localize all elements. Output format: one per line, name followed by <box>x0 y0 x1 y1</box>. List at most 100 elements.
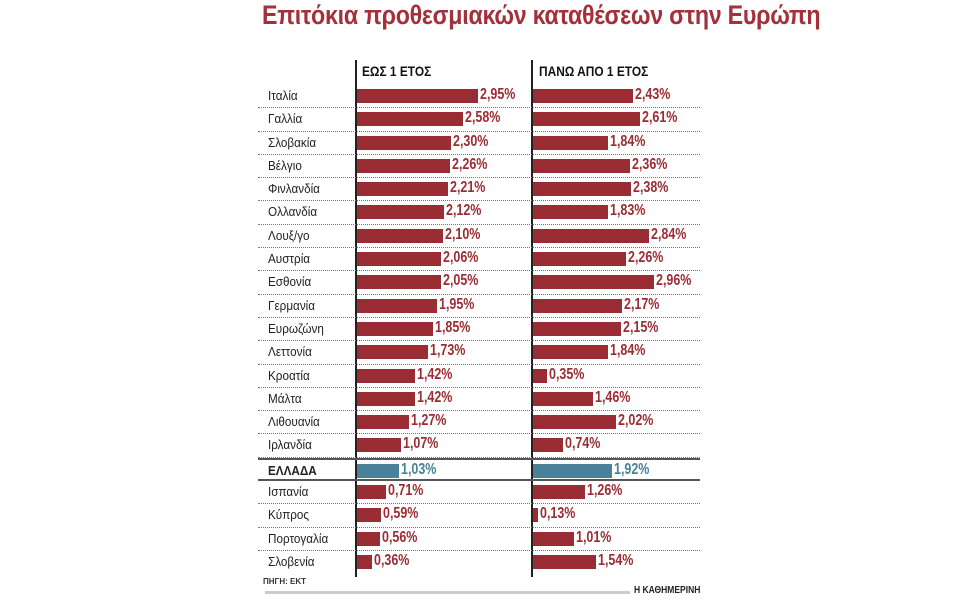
chart-row: Εσθονία 2,05% 2,96% <box>258 271 700 295</box>
data-label: 1,46% <box>594 388 631 406</box>
chart-row: Λουξ/γο 2,10% 2,84% <box>258 225 700 249</box>
category-label: Εσθονία <box>268 274 312 290</box>
chart-row: Κροατία 1,42% 0,35% <box>258 365 700 388</box>
data-label: 2,58% <box>464 109 501 127</box>
bar-series-1 <box>357 368 416 383</box>
data-label: 1,54% <box>598 551 634 569</box>
bar-series-1 <box>357 321 433 336</box>
data-label: 1,01% <box>576 528 612 546</box>
data-label: 2,10% <box>445 225 481 243</box>
bar-series-2 <box>533 438 564 453</box>
data-label: 1,85% <box>434 318 471 336</box>
category-label: Πορτογαλία <box>268 530 329 546</box>
category-label: Ευρωζώνη <box>268 320 324 336</box>
data-label: 2,12% <box>445 202 482 220</box>
data-label: 1,92% <box>613 460 650 478</box>
category-label: Ιταλία <box>268 88 298 103</box>
chart-row: Αυστρία 2,06% 2,26% <box>258 248 700 272</box>
category-label: Ιρλανδία <box>268 437 312 453</box>
chart-row: Βέλγιο 2,26% 2,36% <box>258 155 700 179</box>
bar-series-1 <box>357 391 416 406</box>
data-label: 0,35% <box>549 365 585 383</box>
bar-series-2 <box>533 508 539 523</box>
data-label: 1,84% <box>610 132 646 150</box>
bar-series-2 <box>533 391 593 406</box>
bar-series-1 <box>357 89 478 103</box>
data-label: 0,74% <box>565 435 601 453</box>
data-label: 1,07% <box>402 435 439 453</box>
data-label: 0,13% <box>540 505 576 523</box>
category-label: Γερμανία <box>268 297 316 313</box>
chart-row: Μάλτα 1,42% 1,46% <box>258 388 700 412</box>
chart-rows: Ιταλία 2,95% 2,43% Γαλλία 2,58% 2,61% Σλοβακία… <box>258 85 700 574</box>
bar-series-1 <box>357 228 444 243</box>
category-label: Λουξ/γο <box>268 227 310 243</box>
category-label: Μάλτα <box>268 390 302 406</box>
bar-series-2 <box>533 228 650 243</box>
data-label: 1,73% <box>429 342 466 360</box>
data-label: 0,59% <box>383 505 419 523</box>
data-label: 0,71% <box>388 482 424 500</box>
chart-row: Πορτογαλία 0,56% 1,01% <box>258 528 700 551</box>
chart-row: Σλοβακία 2,30% 1,84% <box>258 132 700 155</box>
bar-series-2 <box>533 89 633 103</box>
data-label: 2,17% <box>623 295 660 313</box>
bar-series-2 <box>533 135 609 150</box>
chart-row: Γερμανία 1,95% 2,17% <box>258 295 700 318</box>
data-label: 2,05% <box>443 272 479 290</box>
data-label: 1,42% <box>417 388 453 406</box>
chart-row: Φινλανδία 2,21% 2,38% <box>258 178 700 202</box>
bar-series-2 <box>533 205 609 220</box>
bar-series-1 <box>357 252 442 267</box>
series-header-1: ΕΩΣ 1 ΕΤΟΣ <box>362 63 432 79</box>
category-label: Λεττονία <box>268 344 312 360</box>
bar-series-2 <box>533 368 548 383</box>
category-label: Κροατία <box>268 367 310 383</box>
bar-series-1 <box>357 182 448 197</box>
brand-logo: Η ΚΑΘΗΜΕΡΙΝΗ <box>634 585 701 596</box>
bar-series-2 <box>533 345 609 360</box>
bar-series-1 <box>357 508 382 523</box>
data-label: 2,21% <box>449 179 486 197</box>
data-label: 2,84% <box>651 225 687 243</box>
data-label: 1,27% <box>411 412 447 430</box>
category-label: ΕΛΛΑΔΑ <box>268 462 317 478</box>
bar-series-1 <box>357 463 400 478</box>
data-label: 2,15% <box>623 318 659 336</box>
data-label: 2,43% <box>634 86 671 103</box>
bar-series-1 <box>357 275 442 290</box>
category-label: Σλοβενία <box>268 553 315 569</box>
chart-row: ΕΛΛΑΔΑ 1,03% 1,92% <box>258 457 700 482</box>
category-label: Γαλλία <box>268 111 303 127</box>
source-note: ΠΗΓΗ: ΕΚΤ <box>263 577 307 586</box>
chart-row: Λιθουανία 1,27% 2,02% <box>258 411 700 435</box>
category-label: Ολλανδία <box>268 204 318 220</box>
data-label: 1,95% <box>438 295 475 313</box>
chart-row: Ολλανδία 2,12% 1,83% <box>258 201 700 225</box>
bar-series-2 <box>533 112 640 127</box>
bar-series-2 <box>533 252 626 267</box>
data-label: 2,61% <box>642 109 678 127</box>
category-label: Φινλανδία <box>268 181 320 197</box>
category-label: Σλοβακία <box>268 134 317 150</box>
chart-row: Γαλλία 2,58% 2,61% <box>258 108 700 132</box>
data-label: 2,26% <box>451 155 488 173</box>
data-label: 1,83% <box>610 202 646 220</box>
series-header-2: ΠΑΝΩ ΑΠΟ 1 ΕΤΟΣ <box>539 63 649 79</box>
chart-row: Ιταλία 2,95% 2,43% <box>258 85 700 109</box>
bar-series-1 <box>357 135 452 150</box>
data-label: 2,96% <box>656 272 692 290</box>
data-label: 2,36% <box>631 155 668 173</box>
chart-row: Ισπανία 0,71% 1,26% <box>258 481 700 505</box>
footer-rule <box>265 591 630 594</box>
data-label: 1,03% <box>401 460 437 478</box>
bar-series-2 <box>533 158 630 173</box>
data-label: 0,56% <box>381 528 418 546</box>
chart-row: Ιρλανδία 1,07% 0,74% <box>258 434 700 458</box>
chart-row: Ευρωζώνη 1,85% 2,15% <box>258 318 700 342</box>
bar-series-1 <box>357 438 401 453</box>
bar-series-1 <box>357 112 463 127</box>
bar-series-2 <box>533 554 597 569</box>
axis-line-2 <box>531 60 533 577</box>
bar-series-2 <box>533 182 631 197</box>
